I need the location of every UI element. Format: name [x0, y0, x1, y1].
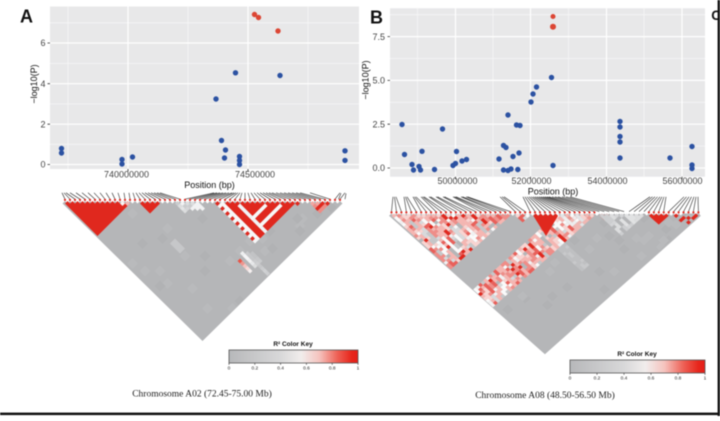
svg-text:2.5: 2.5 — [372, 119, 385, 129]
svg-text:0.8: 0.8 — [329, 366, 336, 372]
svg-text:0: 0 — [228, 366, 231, 372]
svg-text:0.6: 0.6 — [303, 366, 310, 372]
svg-text:1: 1 — [357, 366, 360, 372]
svg-text:1: 1 — [704, 376, 707, 382]
svg-text:Position (bp): Position (bp) — [184, 180, 235, 190]
svg-text:0: 0 — [40, 160, 45, 170]
svg-text:0.4: 0.4 — [277, 366, 284, 372]
svg-text:A: A — [20, 7, 33, 27]
svg-text:54000000: 54000000 — [587, 176, 627, 186]
svg-text:R² Color Key: R² Color Key — [273, 341, 313, 348]
svg-text:B: B — [370, 8, 383, 28]
svg-text:0.4: 0.4 — [621, 376, 628, 382]
svg-text:50000000: 50000000 — [437, 176, 477, 186]
svg-text:56000000: 56000000 — [662, 176, 702, 186]
svg-text:6: 6 — [40, 38, 45, 48]
svg-text:Chromosome A02 (72.45-75.00 Mb: Chromosome A02 (72.45-75.00 Mb) — [132, 389, 272, 400]
svg-text:52000000: 52000000 — [511, 176, 551, 186]
svg-text:0.0: 0.0 — [372, 163, 385, 173]
svg-text:0.2: 0.2 — [594, 376, 601, 382]
svg-text:R² Color Key: R² Color Key — [617, 351, 657, 358]
svg-text:5.0: 5.0 — [372, 76, 385, 86]
svg-text:0.2: 0.2 — [251, 366, 258, 372]
svg-text:74500000: 74500000 — [235, 170, 275, 180]
svg-text:Chromosome A08 (48.50-56.50 Mb: Chromosome A08 (48.50-56.50 Mb) — [475, 390, 615, 401]
svg-text:7.5: 7.5 — [372, 32, 385, 42]
svg-text:−log10(P): −log10(P) — [29, 64, 39, 103]
svg-text:0: 0 — [569, 376, 572, 382]
svg-text:0.6: 0.6 — [648, 376, 655, 382]
svg-text:C: C — [711, 8, 720, 23]
svg-text:740000000: 740000000 — [104, 170, 149, 180]
svg-text:4: 4 — [40, 79, 45, 89]
svg-text:Position (bp): Position (bp) — [528, 186, 579, 196]
svg-text:−log10(P): −log10(P) — [361, 60, 371, 99]
svg-text:2: 2 — [40, 119, 45, 129]
svg-text:0.8: 0.8 — [675, 376, 682, 382]
